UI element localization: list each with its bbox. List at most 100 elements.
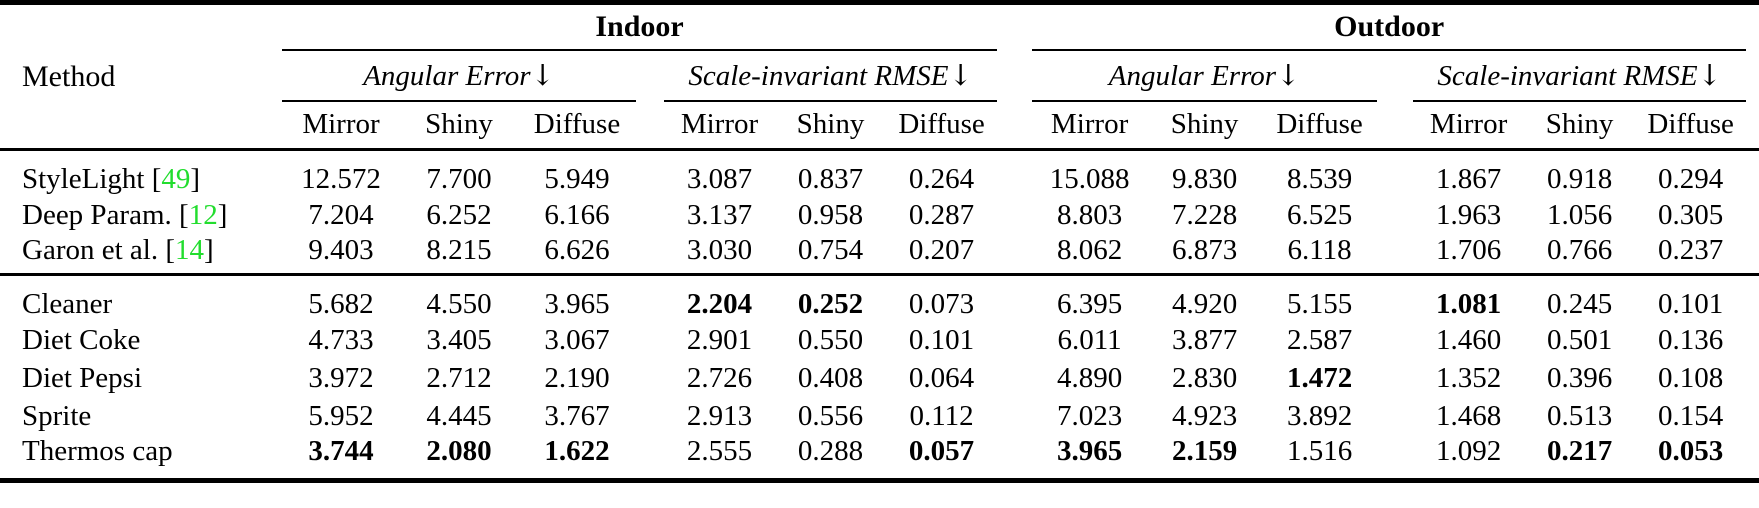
citation-number: 14 xyxy=(175,234,205,266)
group-header-outdoor: Outdoor xyxy=(1032,2,1747,51)
value-cell: 8.803 xyxy=(1056,198,1123,231)
method-cell: Diet Pepsi xyxy=(0,359,282,397)
material-header: Diffuse xyxy=(518,100,636,151)
material-header: Shiny xyxy=(775,100,886,151)
value-cell: 0.101 xyxy=(1635,273,1747,321)
method-name: Cleaner xyxy=(22,288,113,320)
value-cell: 1.460 xyxy=(1435,323,1502,356)
value-cell: 0.073 xyxy=(886,273,998,321)
value-cell: 2.587 xyxy=(1286,323,1353,356)
value-cell: 0.396 xyxy=(1546,361,1613,394)
metric-label: Scale-invariant RMSE xyxy=(1437,59,1698,92)
method-name: Sprite xyxy=(22,399,92,432)
value-cell: 6.252 xyxy=(426,198,492,231)
value-cell: 3.972 xyxy=(308,361,374,394)
value-cell: 1.081 xyxy=(1413,273,1525,321)
method-cell: StyleLight [49] xyxy=(22,163,201,195)
method-cell: Thermos cap xyxy=(0,435,282,481)
value-cell: 8.215 xyxy=(426,234,492,266)
value-cell: 2.080 xyxy=(426,435,492,467)
down-arrow: ↓ xyxy=(1697,57,1722,92)
value-cell: 2.555 xyxy=(686,435,753,467)
method-cell: Cleaner xyxy=(0,273,282,321)
value-cell: 6.395 xyxy=(1032,273,1148,321)
metric-header-angular-error-indoor: Angular Error↓ xyxy=(282,49,636,102)
material-header: Diffuse xyxy=(1262,100,1378,151)
value-cell: 0.501 xyxy=(1546,323,1613,356)
value-cell: 3.965 xyxy=(1056,435,1123,467)
value-cell: 8.062 xyxy=(1056,234,1123,266)
value-cell: 9.830 xyxy=(1171,163,1238,195)
value-cell: 3.892 xyxy=(1286,399,1353,432)
citation-number: 12 xyxy=(188,198,218,231)
value-cell: 1.622 xyxy=(544,435,610,467)
value-cell: 1.056 xyxy=(1546,198,1613,231)
value-cell: 1.352 xyxy=(1435,361,1502,394)
material-header: Shiny xyxy=(1147,100,1263,151)
value-cell: 9.403 xyxy=(308,234,374,266)
value-cell: 0.754 xyxy=(797,234,864,266)
value-cell: 5.949 xyxy=(544,163,610,195)
value-cell: 5.682 xyxy=(282,273,400,321)
material-header: Mirror xyxy=(1032,100,1148,151)
metric-label: Angular Error xyxy=(363,59,531,92)
value-cell: 3.744 xyxy=(308,435,374,467)
value-cell: 2.712 xyxy=(426,361,492,394)
value-cell: 0.217 xyxy=(1546,435,1613,467)
table-row: Thermos cap 3.744 2.080 1.622 2.555 0.28… xyxy=(0,435,1759,481)
value-cell: 6.011 xyxy=(1057,323,1122,356)
down-arrow: ↓ xyxy=(530,57,555,92)
value-cell: 7.700 xyxy=(426,163,492,195)
value-cell: 0.305 xyxy=(1658,198,1724,231)
value-cell: 3.877 xyxy=(1171,323,1238,356)
value-cell: 7.023 xyxy=(1056,399,1123,432)
table-row: StyleLight [49] 12.572 7.700 5.949 3.087… xyxy=(0,150,1759,197)
value-cell: 0.237 xyxy=(1658,234,1724,266)
value-cell: 0.112 xyxy=(909,399,974,432)
value-cell: 0.245 xyxy=(1524,273,1636,321)
value-cell: 6.166 xyxy=(544,198,610,231)
table-row: Sprite 5.952 4.445 3.767 2.913 0.556 0.1… xyxy=(0,397,1759,435)
value-cell: 3.405 xyxy=(426,323,492,356)
value-cell: 2.204 xyxy=(664,273,775,321)
method-cell: Deep Param. [12] xyxy=(22,198,228,231)
value-cell: 7.228 xyxy=(1171,198,1238,231)
value-cell: 0.057 xyxy=(908,435,975,467)
value-cell: 0.918 xyxy=(1546,163,1613,195)
value-cell: 5.952 xyxy=(308,399,374,432)
group-header-indoor: Indoor xyxy=(282,2,998,51)
value-cell: 4.445 xyxy=(426,399,492,432)
value-cell: 3.030 xyxy=(686,234,753,266)
value-cell: 0.264 xyxy=(908,163,975,195)
metric-header-si-rmse-outdoor: Scale-invariant RMSE↓ xyxy=(1413,49,1747,102)
value-cell: 4.923 xyxy=(1171,399,1238,432)
value-cell: 2.190 xyxy=(544,361,610,394)
metric-label: Angular Error xyxy=(1108,59,1277,92)
material-header: Mirror xyxy=(282,100,400,151)
method-column-header: Method xyxy=(0,2,282,151)
value-cell: 3.137 xyxy=(686,198,753,231)
value-cell: 1.706 xyxy=(1435,234,1502,266)
value-cell: 4.550 xyxy=(400,273,518,321)
value-cell: 15.088 xyxy=(1049,163,1130,195)
value-cell: 1.963 xyxy=(1435,198,1502,231)
material-header: Mirror xyxy=(1413,100,1525,151)
material-header: Shiny xyxy=(400,100,518,151)
value-cell: 0.207 xyxy=(908,234,975,266)
value-cell: 1.867 xyxy=(1435,163,1502,195)
value-cell: 6.118 xyxy=(1287,234,1352,266)
metric-header-si-rmse-indoor: Scale-invariant RMSE↓ xyxy=(664,49,998,102)
value-cell: 3.965 xyxy=(518,273,636,321)
value-cell: 6.525 xyxy=(1286,198,1353,231)
value-cell: 6.873 xyxy=(1171,234,1238,266)
value-cell: 2.913 xyxy=(686,399,753,432)
table-row: Garon et al. [14] 9.403 8.215 6.626 3.03… xyxy=(0,234,1759,275)
value-cell: 3.067 xyxy=(544,323,610,356)
value-cell: 0.513 xyxy=(1546,399,1613,432)
value-cell: 0.252 xyxy=(775,273,886,321)
citation-number: 49 xyxy=(161,163,191,195)
value-cell: 8.539 xyxy=(1286,163,1353,195)
method-name: Garon et al. xyxy=(22,234,159,266)
value-cell: 1.468 xyxy=(1435,399,1502,432)
table-row: Cleaner 5.682 4.550 3.965 2.204 0.252 0.… xyxy=(0,273,1759,321)
